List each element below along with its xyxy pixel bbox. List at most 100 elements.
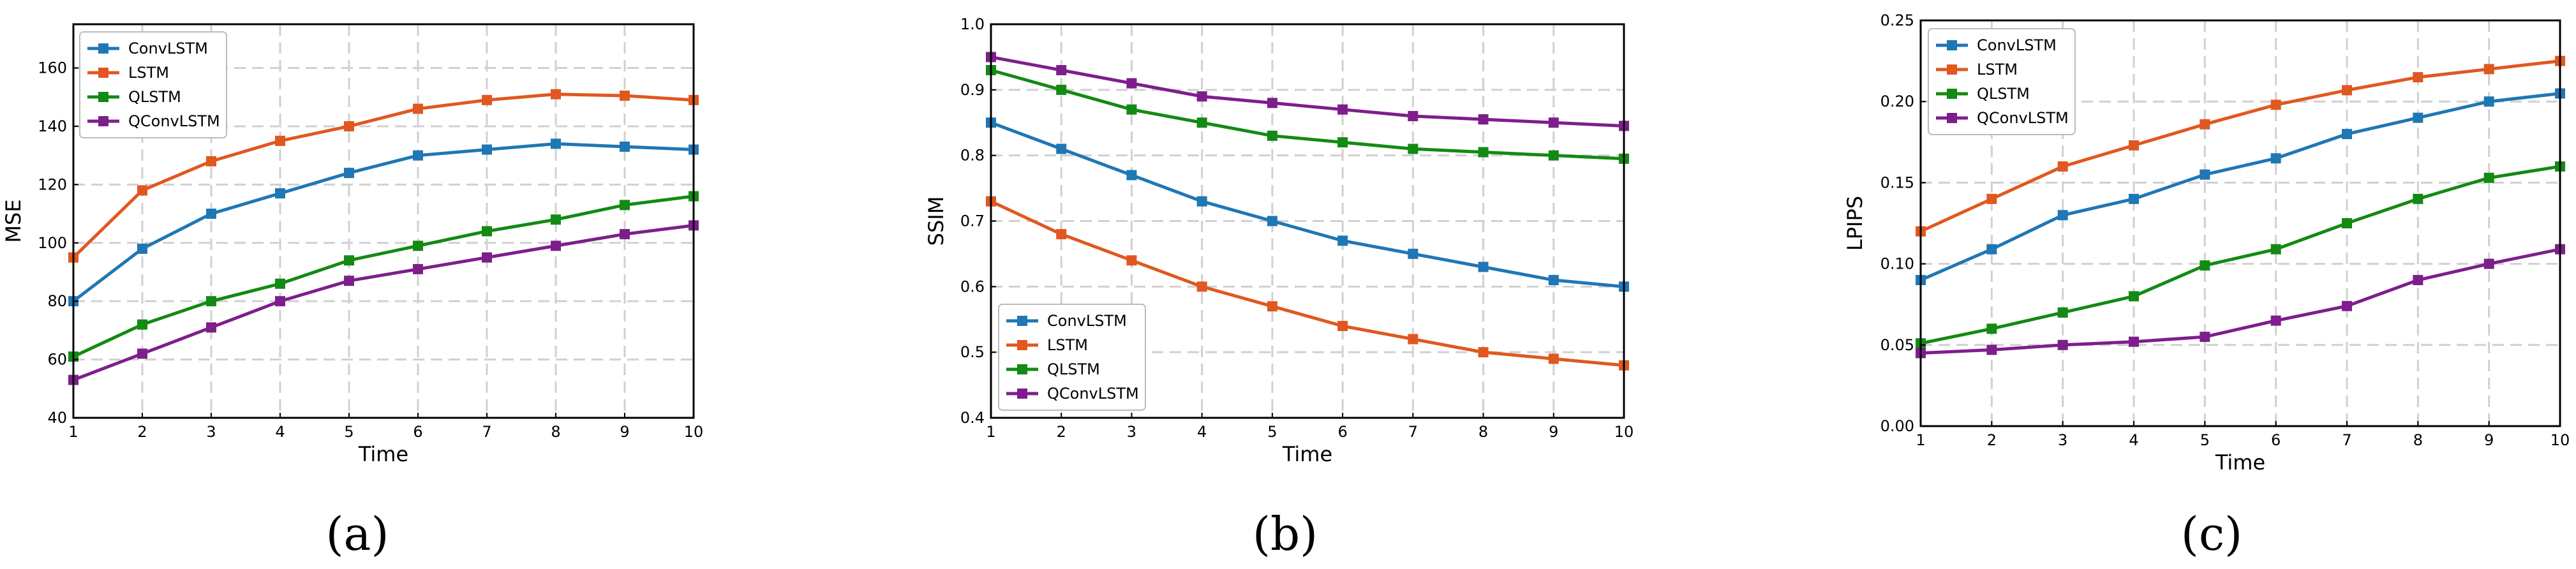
data-point — [2342, 300, 2352, 311]
legend-box — [998, 304, 1146, 411]
legend-label: LSTM — [128, 64, 169, 82]
panel-a-mse-chart: 1 2 3 4 5 6 7 8 9 10 40 60 80 100 120 140 160 Time MSE Conv… — [1, 23, 703, 466]
data-point — [1126, 104, 1137, 115]
y-tick-label: 140 — [38, 117, 67, 135]
y-tick-label: 80 — [47, 292, 67, 310]
x-tick-label: 8 — [2413, 431, 2423, 449]
legend-item-qconvlstm: QConvLSTM — [87, 112, 220, 130]
x-tick-label: 6 — [2271, 431, 2281, 449]
caption-b: (b) — [1253, 507, 1318, 561]
data-point — [620, 200, 630, 211]
data-point — [206, 322, 216, 333]
legend-label: QConvLSTM — [1977, 109, 2069, 127]
series-line-qlstm — [990, 68, 1625, 161]
x-tick-label: 5 — [344, 423, 354, 441]
data-point — [1056, 144, 1067, 154]
x-axis-ticks: 1 2 3 4 5 6 7 8 9 10 — [1916, 421, 2570, 449]
series-lstm — [68, 89, 699, 263]
series-line-qconvlstm — [73, 223, 694, 381]
data-point — [2200, 332, 2210, 343]
series-qlstm — [986, 64, 1629, 164]
caption-a: (a) — [325, 507, 389, 561]
data-point — [1478, 262, 1489, 272]
data-point — [1056, 229, 1067, 240]
x-axis-ticks: 1 2 3 4 5 6 7 8 9 10 — [68, 413, 703, 441]
data-point — [1548, 150, 1559, 161]
legend-item-lstm: LSTM — [1006, 336, 1088, 354]
data-point — [2483, 172, 2494, 183]
data-point — [482, 94, 492, 105]
data-point — [1337, 137, 1348, 148]
legend-item-convlstm: ConvLSTM — [1006, 312, 1127, 330]
y-tick-label: 0.05 — [1880, 336, 1914, 354]
data-point — [1056, 64, 1067, 75]
legend-item-lstm: LSTM — [87, 64, 169, 82]
data-point — [2342, 129, 2352, 140]
legend-marker — [1947, 64, 1957, 75]
series-line-qconvlstm — [990, 55, 1625, 128]
data-point — [1478, 114, 1489, 125]
data-point — [1548, 275, 1559, 286]
y-axis-ticks: 40 60 80 100 120 140 160 — [38, 59, 78, 427]
x-tick-label: 1 — [986, 423, 995, 441]
series-qconvlstm — [1916, 244, 2565, 358]
data-point — [275, 135, 285, 146]
data-point — [1337, 104, 1348, 115]
legend-box — [79, 31, 227, 138]
data-point — [1548, 117, 1559, 128]
y-tick-label: 1.0 — [960, 15, 985, 33]
series-line-qlstm — [1920, 165, 2561, 345]
legend-label: ConvLSTM — [1977, 36, 2057, 54]
data-point — [2200, 119, 2210, 129]
data-point — [620, 90, 630, 101]
data-point — [1986, 323, 1997, 334]
data-point — [551, 89, 561, 100]
x-tick-label: 5 — [1267, 423, 1277, 441]
panel-b-ssim-chart: 1 2 3 4 5 6 7 8 9 10 0.4 0.5 0.6 0.7 0.8 0.9 1.0 Time SSIM… — [924, 15, 1634, 466]
legend-marker — [1947, 89, 1957, 99]
data-point — [551, 214, 561, 225]
y-tick-label: 0.5 — [960, 343, 985, 361]
x-tick-label: 4 — [2129, 431, 2138, 449]
data-point — [1196, 196, 1207, 207]
data-point — [620, 229, 630, 240]
x-tick-label: 6 — [1337, 423, 1347, 441]
x-axis-label: Time — [2215, 450, 2265, 475]
data-point — [1126, 255, 1137, 266]
legend: ConvLSTM LSTM QLSTM QConvLSTM — [79, 31, 227, 138]
x-tick-label: 9 — [1549, 423, 1558, 441]
data-point — [551, 240, 561, 251]
data-point — [1267, 216, 1277, 226]
y-tick-label: 0.20 — [1880, 92, 1914, 110]
legend-label: LSTM — [1977, 61, 2018, 78]
legend-marker — [98, 43, 108, 54]
series-line-convlstm — [990, 121, 1625, 288]
legend-label: QLSTM — [128, 88, 181, 106]
data-point — [413, 240, 423, 251]
data-point — [551, 138, 561, 149]
legend-item-qconvlstm: QConvLSTM — [1006, 385, 1139, 403]
legend-item-convlstm: ConvLSTM — [87, 40, 208, 57]
data-point — [1986, 344, 1997, 355]
y-tick-label: 160 — [38, 59, 67, 77]
data-point — [1196, 117, 1207, 128]
y-tick-label: 60 — [47, 351, 67, 369]
legend-marker — [1017, 340, 1027, 350]
y-tick-label: 0.15 — [1880, 174, 1914, 191]
data-point — [1478, 347, 1489, 358]
y-tick-label: 0.00 — [1880, 417, 1914, 435]
data-point — [2057, 161, 2068, 172]
x-tick-label: 10 — [684, 423, 704, 441]
series-convlstm — [1916, 88, 2565, 286]
legend-label: QLSTM — [1047, 360, 1100, 378]
plot-frame — [72, 23, 695, 419]
x-tick-label: 10 — [2550, 431, 2570, 449]
y-tick-label: 40 — [47, 409, 67, 427]
data-point — [206, 296, 216, 307]
data-point — [344, 168, 354, 179]
y-tick-label: 0.25 — [1880, 11, 1914, 29]
x-tick-label: 7 — [482, 423, 491, 441]
x-tick-label: 2 — [1057, 423, 1066, 441]
legend-item-convlstm: ConvLSTM — [1936, 36, 2057, 54]
